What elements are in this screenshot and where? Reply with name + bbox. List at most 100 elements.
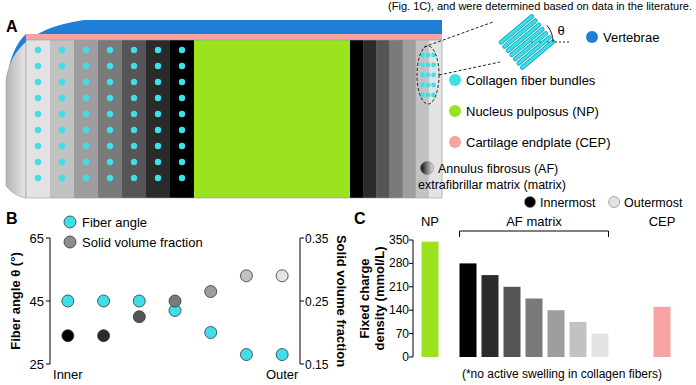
point	[169, 295, 181, 307]
fiber-dot	[426, 53, 431, 58]
disc-outline	[26, 40, 442, 198]
legend-swatch	[525, 197, 536, 208]
bar	[526, 299, 543, 358]
fiber-dot	[83, 175, 89, 181]
fiber-dot	[83, 95, 89, 101]
fiber-dot	[107, 127, 113, 133]
tick	[409, 310, 413, 311]
fiber-dot	[83, 63, 89, 69]
tick	[409, 286, 413, 287]
axis-title: Fixed charge	[357, 258, 372, 338]
marks	[62, 270, 288, 361]
fiber-dot	[35, 111, 41, 117]
y-axis	[413, 240, 414, 357]
fiber-dot	[35, 63, 41, 69]
point	[62, 295, 74, 307]
bar	[460, 263, 477, 357]
tick-label: 280	[389, 256, 409, 270]
fiber-dot	[179, 159, 185, 165]
af-layer	[350, 40, 364, 198]
point	[98, 295, 110, 307]
fiber-dot	[431, 63, 436, 68]
tick-label: 0.15	[305, 358, 329, 372]
fiber-dot	[59, 63, 65, 69]
fiber-dot	[155, 63, 161, 69]
fiber-dot	[155, 79, 161, 85]
fiber-dot	[131, 143, 137, 149]
fiber-dot	[420, 63, 425, 68]
fiber-dot	[59, 159, 65, 165]
fiber-dot	[155, 159, 161, 165]
fiber-dot	[35, 175, 41, 181]
legend-swatch	[449, 136, 461, 148]
fiber-dot	[83, 79, 89, 85]
bar	[570, 322, 587, 357]
fiber-dot	[59, 175, 65, 181]
tick-label: 210	[389, 280, 409, 294]
fiber-dot	[131, 127, 137, 133]
fiber-dot	[426, 73, 431, 78]
tick	[300, 238, 304, 239]
fiber-dot	[107, 63, 113, 69]
tick	[46, 301, 50, 302]
fiber-dot	[131, 47, 137, 53]
legend-label: Vertebrae	[603, 30, 659, 45]
category-label: NP	[421, 214, 439, 229]
bar	[592, 334, 609, 357]
tick	[46, 238, 50, 239]
bar	[548, 310, 565, 357]
fiber-dot	[35, 95, 41, 101]
af-layer	[363, 40, 377, 198]
tick-label: 350	[389, 233, 409, 247]
point	[205, 327, 217, 339]
figure: (Fig. 1C), and were determined based on …	[0, 0, 696, 385]
legend-swatch	[449, 105, 461, 117]
fiber-dot	[59, 79, 65, 85]
fiber-strand	[522, 42, 553, 68]
group-label: AF matrix	[506, 214, 562, 229]
legend-label: Collagen fiber bundles	[466, 73, 596, 88]
fiber-dot	[426, 93, 431, 98]
af-layer	[98, 40, 122, 198]
fiber-dot	[131, 63, 137, 69]
fiber-dot	[155, 143, 161, 149]
fiber-dot	[179, 175, 185, 181]
panel-letter: A	[6, 18, 18, 35]
fiber-dot	[155, 95, 161, 101]
fiber-dot	[35, 79, 41, 85]
fiber-dot	[179, 47, 185, 53]
point	[205, 286, 217, 298]
fiber-dot	[131, 111, 137, 117]
fiber-dot	[420, 73, 425, 78]
fiber-dot	[431, 83, 436, 88]
tick	[46, 364, 50, 365]
legend-swatch	[421, 162, 434, 175]
point	[240, 270, 252, 282]
tick	[409, 240, 413, 241]
fiber-dot	[426, 83, 431, 88]
bar-chart: 070140210280350Fixed chargedensity (mmol…	[357, 214, 675, 381]
legend-label: Nucleus pulposus (NP)	[466, 104, 599, 119]
fiber-dot	[131, 159, 137, 165]
tick-label: 0	[402, 350, 409, 364]
fiber-strand	[522, 42, 553, 68]
tick-label: 0.25	[305, 295, 329, 309]
af-layer	[26, 40, 50, 198]
legend-swatch	[586, 31, 598, 43]
bar	[654, 307, 671, 357]
fiber-icon: θ	[501, 17, 569, 68]
tick	[409, 263, 413, 264]
fiber-dot	[35, 47, 41, 53]
fiber-dot	[131, 175, 137, 181]
legend-label: Fiber angle	[82, 215, 147, 230]
fiber-dot	[131, 95, 137, 101]
fiber-dot	[107, 79, 113, 85]
tick-label: 140	[389, 303, 409, 317]
point	[62, 330, 74, 342]
fiber-dot	[107, 143, 113, 149]
legend-label: Solid volume fraction	[82, 235, 203, 250]
marks	[422, 242, 671, 357]
fiber-dot	[35, 159, 41, 165]
af-layer	[170, 40, 194, 198]
bar	[482, 275, 499, 357]
